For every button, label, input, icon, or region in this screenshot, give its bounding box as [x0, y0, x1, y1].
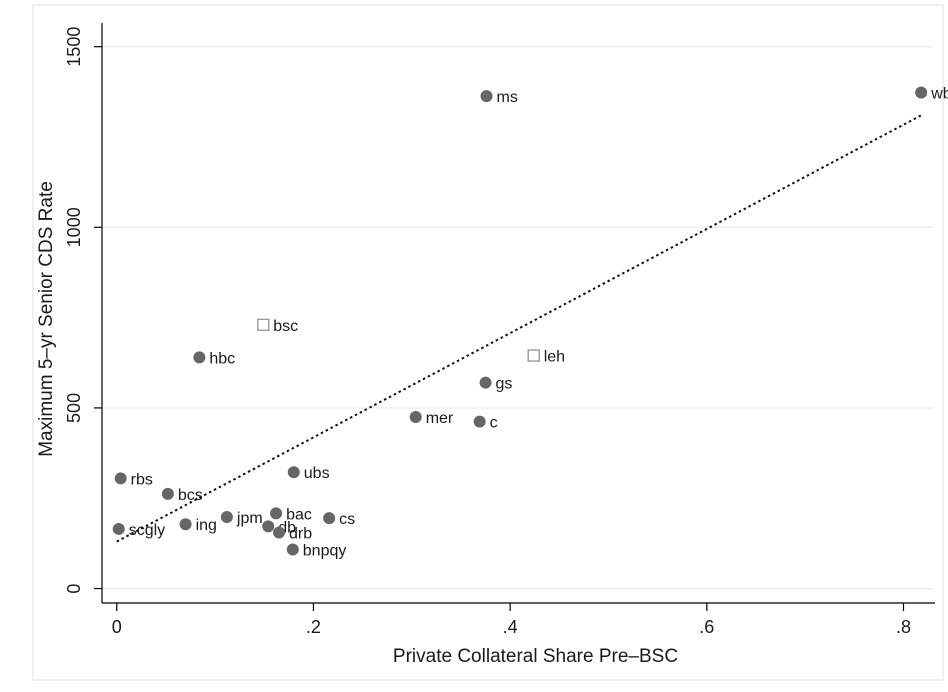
- point-label-wb: wb: [930, 86, 948, 103]
- point-scgly: [112, 522, 125, 535]
- x-axis-title: Private Collateral Share Pre–BSC: [393, 646, 678, 667]
- point-leh: [527, 349, 540, 362]
- x-tick-label-2: .4: [503, 617, 518, 637]
- point-label-bsc: bsc: [273, 318, 298, 335]
- point-cs: [323, 512, 336, 525]
- point-bcs: [161, 487, 174, 500]
- point-db: [262, 520, 275, 533]
- point-mer: [409, 410, 422, 423]
- point-label-drb: drb: [289, 526, 312, 543]
- point-label-rbs: rbs: [131, 471, 153, 488]
- point-gs: [479, 376, 492, 389]
- point-label-jpm: jpm: [236, 510, 263, 527]
- point-label-bnpqy: bnpqy: [303, 543, 347, 560]
- grid-lines: [102, 46, 933, 590]
- y-tick-label-2: 1000: [64, 207, 84, 247]
- point-label-c: c: [490, 415, 498, 432]
- point-bac: [270, 507, 283, 520]
- x-tick-label-4: .8: [896, 617, 911, 637]
- point-label-leh: leh: [544, 349, 565, 366]
- outer-frame: [32, 4, 944, 681]
- point-label-ms: ms: [497, 89, 518, 106]
- point-label-cs: cs: [339, 511, 355, 528]
- point-ubs: [287, 466, 300, 479]
- y-tick-label-1: 500: [64, 393, 84, 423]
- point-label-scgly: scgly: [129, 522, 165, 539]
- x-tick-label-3: .6: [699, 617, 714, 637]
- point-rbs: [114, 472, 127, 485]
- point-label-ing: ing: [196, 517, 217, 534]
- point-wb: [915, 86, 928, 99]
- point-drb: [273, 526, 286, 539]
- point-label-hbc: hbc: [209, 350, 235, 367]
- y-tick-label-0: 0: [64, 584, 84, 594]
- point-bsc: [257, 318, 270, 332]
- point-ms: [480, 90, 493, 103]
- point-hbc: [193, 351, 206, 364]
- data-points: ms wb bsc leh hbc gs mer c rbs ubs bcs bac jpm cs ing d…: [112, 86, 948, 560]
- point-label-bac: bac: [286, 506, 312, 523]
- x-tick-label-1: .2: [306, 617, 321, 637]
- point-label-mer: mer: [426, 410, 454, 427]
- point-ing: [179, 518, 192, 531]
- point-label-bcs: bcs: [178, 487, 203, 504]
- point-label-gs: gs: [496, 376, 513, 393]
- axes: 0 .2 .4 .6 .8 0 500 1000 1500: [64, 23, 935, 637]
- point-bnpqy: [286, 543, 299, 556]
- point-label-ubs: ubs: [304, 465, 330, 482]
- point-c: [473, 415, 486, 428]
- x-tick-label-0: 0: [112, 617, 122, 637]
- point-jpm: [220, 511, 233, 524]
- y-tick-label-3: 1500: [64, 27, 84, 67]
- y-axis-title: Maximum 5–yr Senior CDS Rate: [36, 181, 57, 457]
